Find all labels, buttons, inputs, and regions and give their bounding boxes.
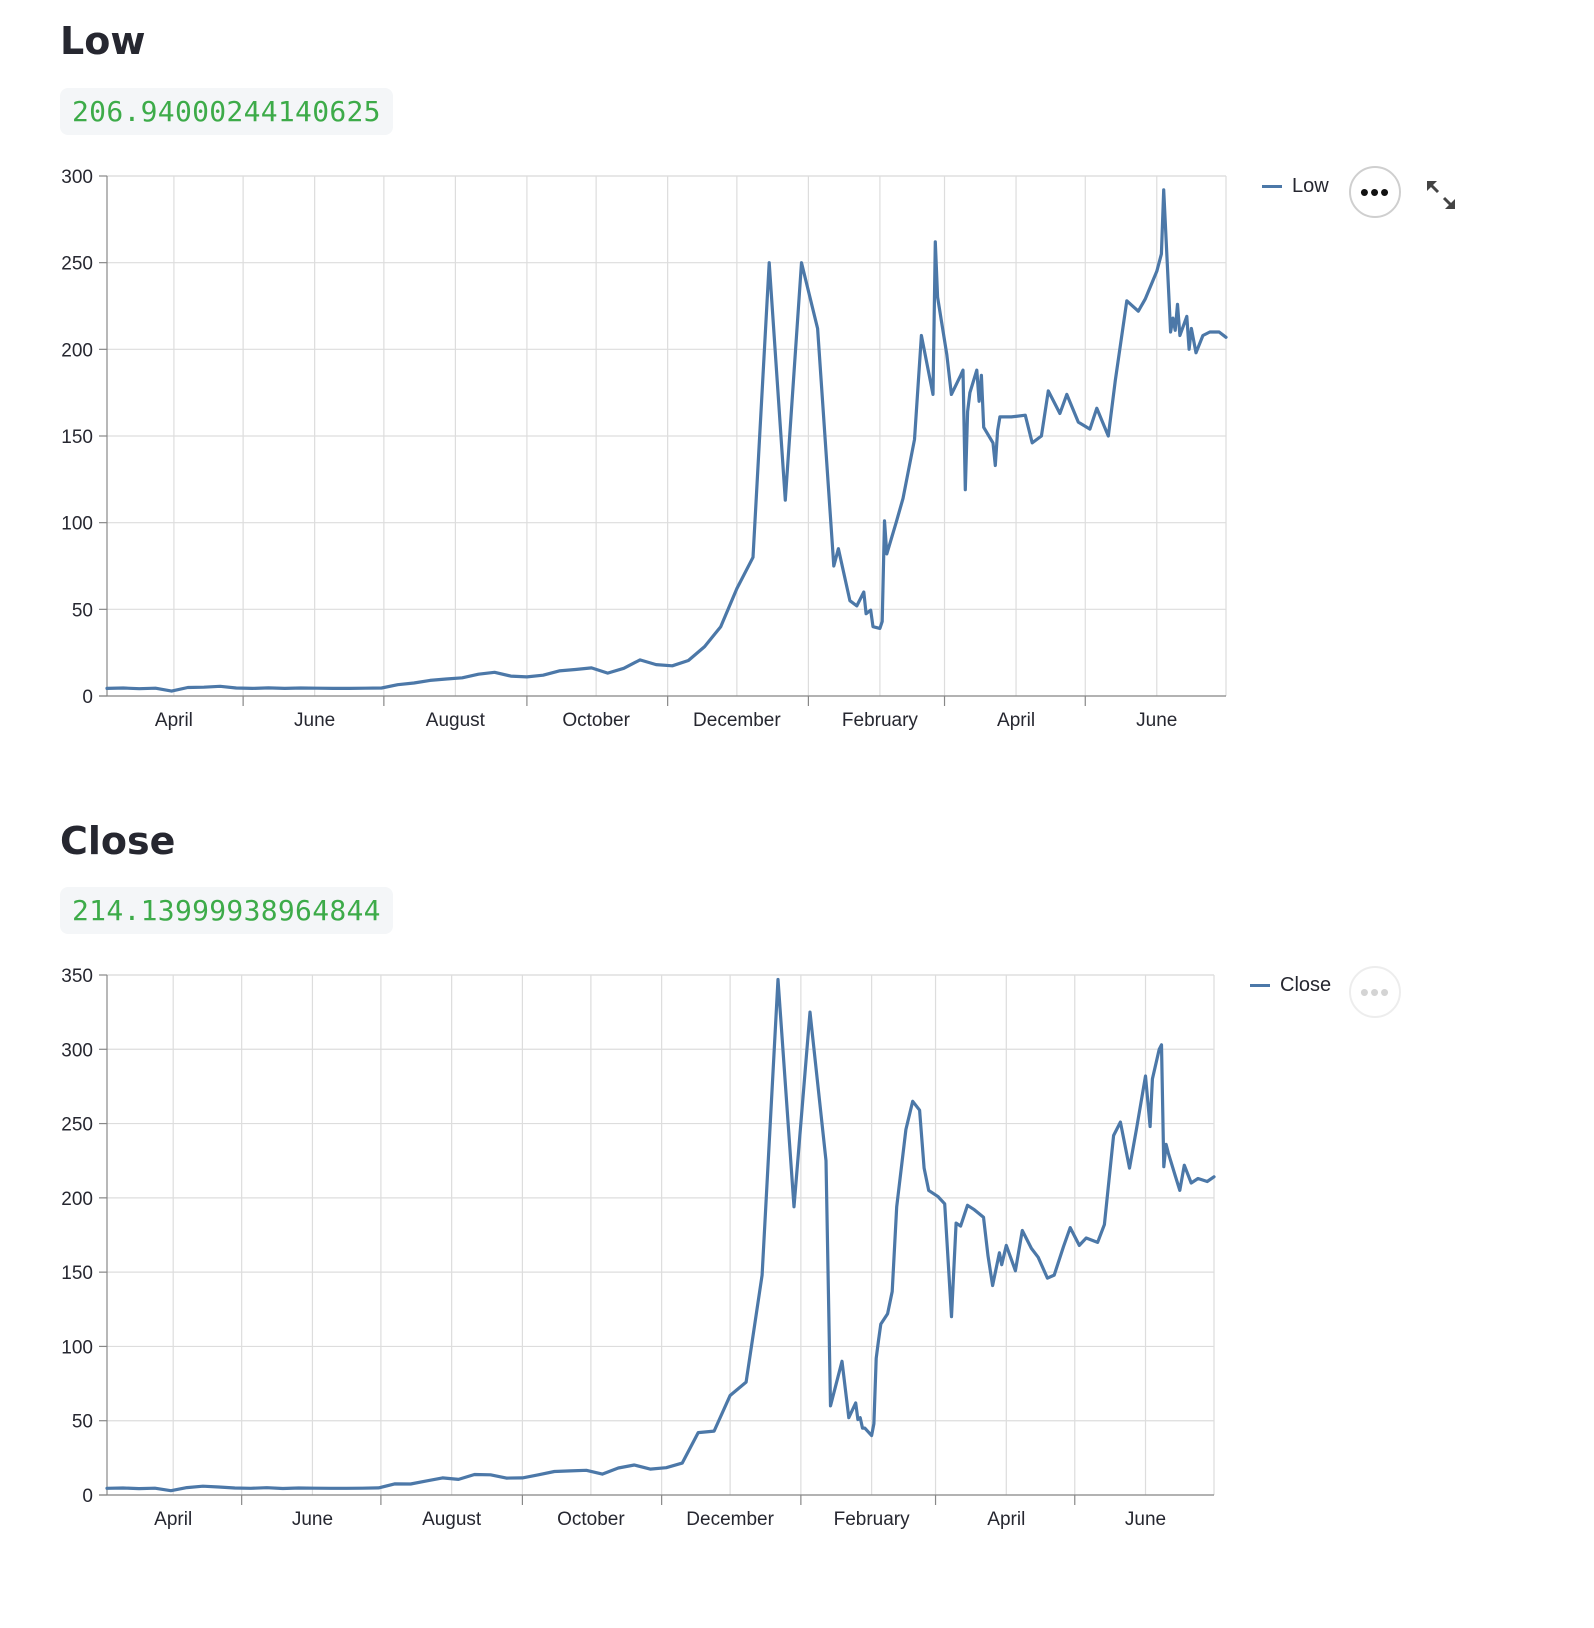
y-tick-label: 250: [61, 254, 93, 275]
x-tick-label: October: [557, 1509, 625, 1530]
y-tick-label: 100: [61, 514, 93, 535]
low-line-chart: 0 50 100 150 200 250 300 April June August October…: [61, 167, 1228, 731]
x-tick-label: April: [155, 710, 193, 731]
x-tick-label: February: [842, 710, 919, 731]
y-tick-label: 100: [61, 1337, 93, 1358]
x-tick-label: August: [426, 710, 486, 731]
x-tick-label: June: [1136, 710, 1177, 731]
fullscreen-button[interactable]: [1424, 178, 1458, 212]
x-tick-label: June: [292, 1509, 333, 1530]
chart-menu-button-close[interactable]: •••: [1349, 966, 1401, 1018]
y-tick-label: 300: [61, 167, 93, 188]
gridlines: [107, 175, 1226, 697]
metric-value-close: 214.13999938964844: [60, 887, 393, 934]
series-line-low: [105, 188, 1228, 693]
y-tick-label: 200: [61, 340, 93, 361]
x-tick-label: June: [1125, 1509, 1166, 1530]
y-tick-label: 0: [82, 1486, 93, 1507]
legend-label-close: Close: [1280, 974, 1332, 996]
gridlines: [107, 974, 1214, 1496]
x-tick-label: December: [686, 1509, 774, 1530]
fullscreen-expand-icon: [1427, 181, 1455, 209]
close-line-chart: 0 50 100 150 200 250 300 350 April June August Octo…: [61, 966, 1216, 1530]
legend-label-low: Low: [1292, 175, 1329, 197]
metric-value-low: 206.94000244140625: [60, 88, 393, 135]
y-tick-label: 50: [72, 600, 93, 621]
legend-close: Close: [1250, 974, 1331, 997]
x-tick-label: February: [834, 1509, 911, 1530]
x-tick-label: August: [422, 1509, 482, 1530]
legend-low: Low: [1262, 175, 1329, 198]
x-tick-label: April: [997, 710, 1035, 731]
legend-swatch-low: [1262, 185, 1282, 188]
x-tick-label: October: [562, 710, 630, 731]
y-tick-label: 350: [61, 966, 93, 987]
y-tick-label: 150: [61, 427, 93, 448]
legend-swatch-close: [1250, 984, 1270, 987]
chart-menu-button-low[interactable]: •••: [1349, 166, 1401, 218]
series-line-close: [105, 977, 1216, 1493]
section-title-low: Low: [60, 19, 146, 63]
x-tick-label: June: [294, 710, 335, 731]
x-tick-label: April: [154, 1509, 192, 1530]
more-horizontal-icon: •••: [1359, 177, 1391, 207]
y-tick-label: 200: [61, 1189, 93, 1210]
y-tick-label: 150: [61, 1263, 93, 1284]
section-title-close: Close: [60, 819, 176, 863]
y-tick-label: 50: [72, 1412, 93, 1433]
more-horizontal-icon: •••: [1359, 977, 1391, 1007]
y-tick-label: 0: [82, 687, 93, 708]
x-tick-label: December: [693, 710, 781, 731]
y-tick-label: 250: [61, 1115, 93, 1136]
x-tick-label: April: [987, 1509, 1025, 1530]
y-tick-label: 300: [61, 1040, 93, 1061]
